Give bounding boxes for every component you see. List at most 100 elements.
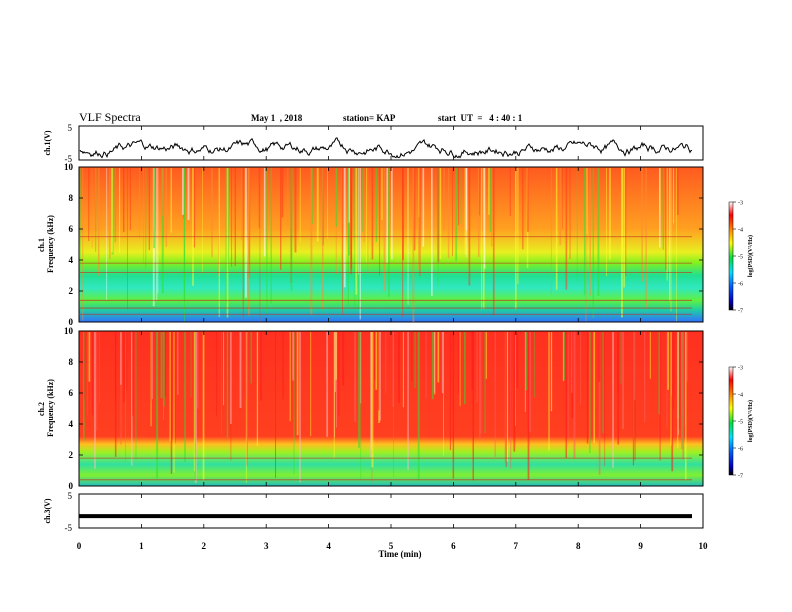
spectrogram-streak	[402, 332, 404, 408]
spectrogram-streak	[187, 168, 190, 220]
ch2-colorbar-label: log(PSD)(V²/Hz)	[747, 400, 754, 442]
spectrogram-streak	[148, 168, 150, 251]
ch1-spectrogram-texture	[79, 168, 692, 323]
spectrogram-streak	[99, 332, 100, 403]
spectrogram-streak	[516, 332, 519, 388]
spectrogram-streak	[504, 332, 506, 464]
spectrogram-streak	[296, 332, 299, 436]
spectrogram-streak	[676, 168, 677, 322]
spectrogram-streak	[161, 168, 164, 294]
x-tick-label-9: 9	[638, 541, 643, 551]
spectrogram-streak	[517, 168, 519, 284]
spectrogram-streak	[548, 332, 550, 451]
spectrogram-streak	[477, 168, 480, 257]
spectrogram-streak	[275, 332, 277, 478]
spectrogram-streak	[342, 332, 345, 386]
spectrogram-streak	[163, 332, 165, 407]
spectrogram-streak	[437, 168, 439, 287]
spectrogram-streak	[398, 332, 400, 403]
spectrogram-streak	[132, 332, 134, 417]
ch3-voltage-ylabel: ch.3(V)	[43, 498, 52, 523]
spectrogram-streak	[565, 332, 567, 459]
spectrogram-streak	[216, 332, 218, 417]
spectrogram-streak	[529, 332, 532, 432]
spectrogram-streak	[525, 332, 528, 391]
spectrogram-streak	[248, 168, 251, 316]
ch1-channel-label: ch.1	[37, 238, 46, 252]
spectrogram-streak	[598, 332, 601, 382]
spectrogram-streak	[109, 168, 111, 260]
station-label: station= KAP	[343, 113, 396, 123]
spectrogram-streak	[666, 168, 668, 281]
spectrogram-streak	[152, 332, 154, 400]
spectrogram-streak	[358, 168, 360, 275]
y-tick-label-4: 4	[69, 255, 74, 265]
spectrogram-streak	[527, 168, 529, 232]
y-tick-label-10: 10	[64, 326, 74, 336]
spectrogram-streak	[439, 168, 442, 260]
spectrogram-streak	[123, 168, 125, 233]
x-axis-ticks: 0 1 2 3 4 5 6 7 8 9 10	[77, 126, 708, 551]
date-label: May 1 , 2018	[251, 113, 303, 123]
spectrogram-streak	[293, 332, 295, 475]
spectrogram-streak	[230, 332, 232, 424]
spectrogram-streak	[550, 332, 553, 412]
spectrogram-streak	[669, 168, 671, 302]
spectrogram-streak	[142, 168, 144, 264]
y-tick-label-4: 4	[69, 419, 74, 429]
spectrogram-streak	[129, 168, 131, 231]
spectrogram-streak	[402, 168, 404, 317]
spectrogram-streak	[481, 168, 483, 232]
spectrogram-streak	[371, 332, 374, 468]
spectrogram-streak	[437, 332, 440, 383]
spectrogram-streak	[662, 168, 664, 250]
spectrogram-streak	[682, 332, 685, 460]
spectrogram-streak	[602, 332, 604, 434]
spectrogram-streak	[170, 332, 173, 474]
spectrogram-streak	[333, 332, 335, 458]
spectrogram-streak	[524, 332, 526, 412]
y-tick-label-2: 2	[69, 286, 74, 296]
spectrogram-streak	[441, 332, 444, 394]
spectrogram-streak	[449, 332, 451, 451]
ch2-colorbar-ticks: -3 -4 -5 -6 -7	[733, 366, 743, 480]
spectrogram-streak	[671, 332, 674, 472]
spectrogram-streak	[299, 332, 301, 483]
spectrogram-streak	[527, 332, 530, 480]
spectrogram-streak	[494, 332, 496, 457]
spectrogram-streak	[479, 168, 481, 216]
spectrogram-streak	[114, 168, 116, 243]
spectrogram-streak	[326, 332, 329, 437]
spectrogram-streak	[586, 332, 589, 444]
ch3-trace-panel	[78, 493, 704, 529]
ch1-ytick-5: 5	[68, 123, 73, 133]
spectrogram-streak	[658, 332, 660, 415]
spectrogram-streak	[659, 168, 661, 215]
spectrogram-streak	[310, 332, 312, 437]
spectrogram-streak	[221, 332, 222, 434]
spectrogram-streak	[218, 168, 220, 276]
ch2-frequency-label: Frequency (kHz)	[46, 379, 55, 437]
spectrogram-streak	[202, 168, 203, 272]
spectrogram-streak	[550, 168, 552, 295]
ch1-colorbar-label: log(PSD)(V²/Hz)	[747, 235, 754, 277]
spectrogram-streak	[218, 168, 220, 318]
y-tick-label-2: 2	[69, 450, 74, 460]
spectrogram-streak	[96, 332, 98, 431]
spectrogram-streak	[244, 168, 247, 298]
spectrogram-streak	[239, 332, 242, 408]
spectrogram-streak	[685, 332, 687, 481]
spectrogram-streak	[480, 332, 482, 434]
spectrogram-streak	[322, 168, 324, 244]
spectrogram-streak	[153, 168, 155, 249]
spectrogram-streak	[256, 332, 259, 446]
spectrogram-streak	[392, 332, 395, 407]
ch1-colorbar	[728, 201, 734, 311]
spectrogram-streak	[422, 168, 425, 247]
x-tick-label-0: 0	[77, 541, 82, 551]
spectrogram-streak	[193, 332, 196, 472]
x-tick-label-5: 5	[389, 541, 394, 551]
spectrogram-streak	[465, 168, 468, 231]
spectrogram-streak	[341, 168, 343, 315]
